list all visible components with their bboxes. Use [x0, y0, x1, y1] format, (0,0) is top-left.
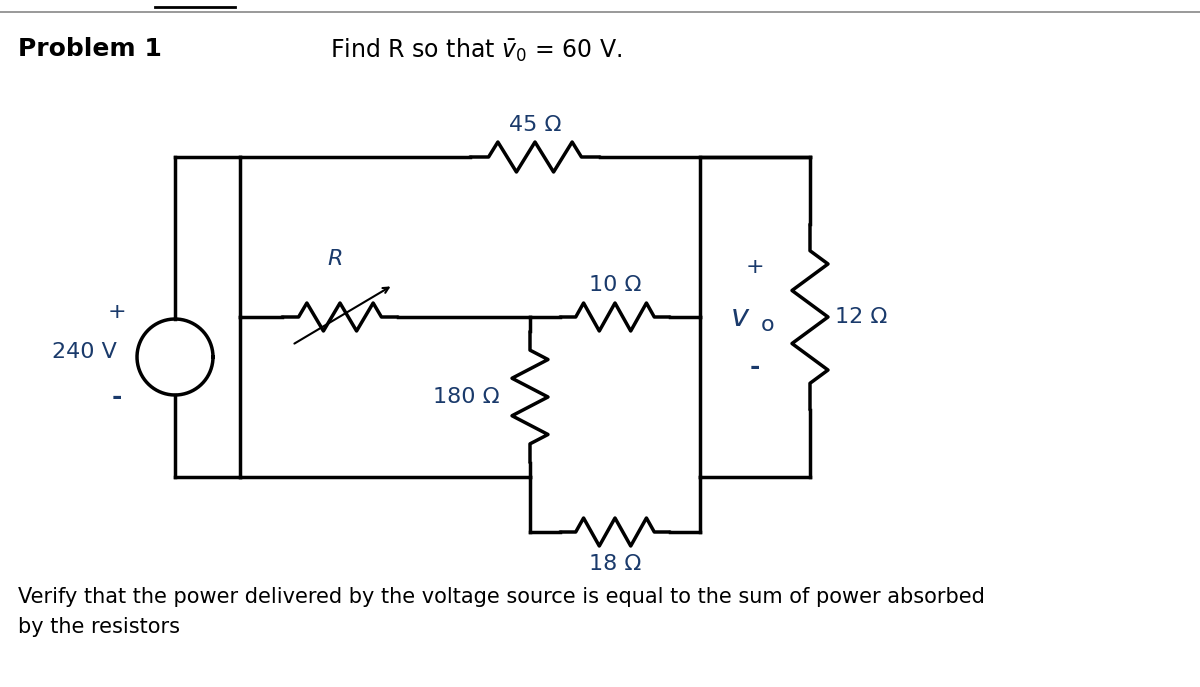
Text: Problem 1: Problem 1	[18, 37, 162, 61]
Text: 12 Ω: 12 Ω	[835, 307, 887, 327]
Text: 240 V: 240 V	[52, 342, 118, 362]
Text: +: +	[108, 302, 126, 322]
Text: -: -	[112, 385, 122, 409]
Text: R: R	[328, 249, 343, 269]
Text: 180 Ω: 180 Ω	[433, 387, 500, 407]
Text: -: -	[750, 355, 760, 379]
Text: 10 Ω: 10 Ω	[589, 275, 641, 295]
Text: +: +	[745, 257, 764, 277]
Text: Verify that the power delivered by the voltage source is equal to the sum of pow: Verify that the power delivered by the v…	[18, 587, 985, 637]
Text: $\mathregular{o}$: $\mathregular{o}$	[760, 315, 774, 335]
Text: 45 Ω: 45 Ω	[509, 115, 562, 135]
Text: 18 Ω: 18 Ω	[589, 554, 641, 574]
Text: $\it{v}$: $\it{v}$	[730, 302, 750, 332]
Text: Find R so that $\mathit{\bar{v}}_0$ = 60 V.: Find R so that $\mathit{\bar{v}}_0$ = 60…	[330, 37, 622, 64]
